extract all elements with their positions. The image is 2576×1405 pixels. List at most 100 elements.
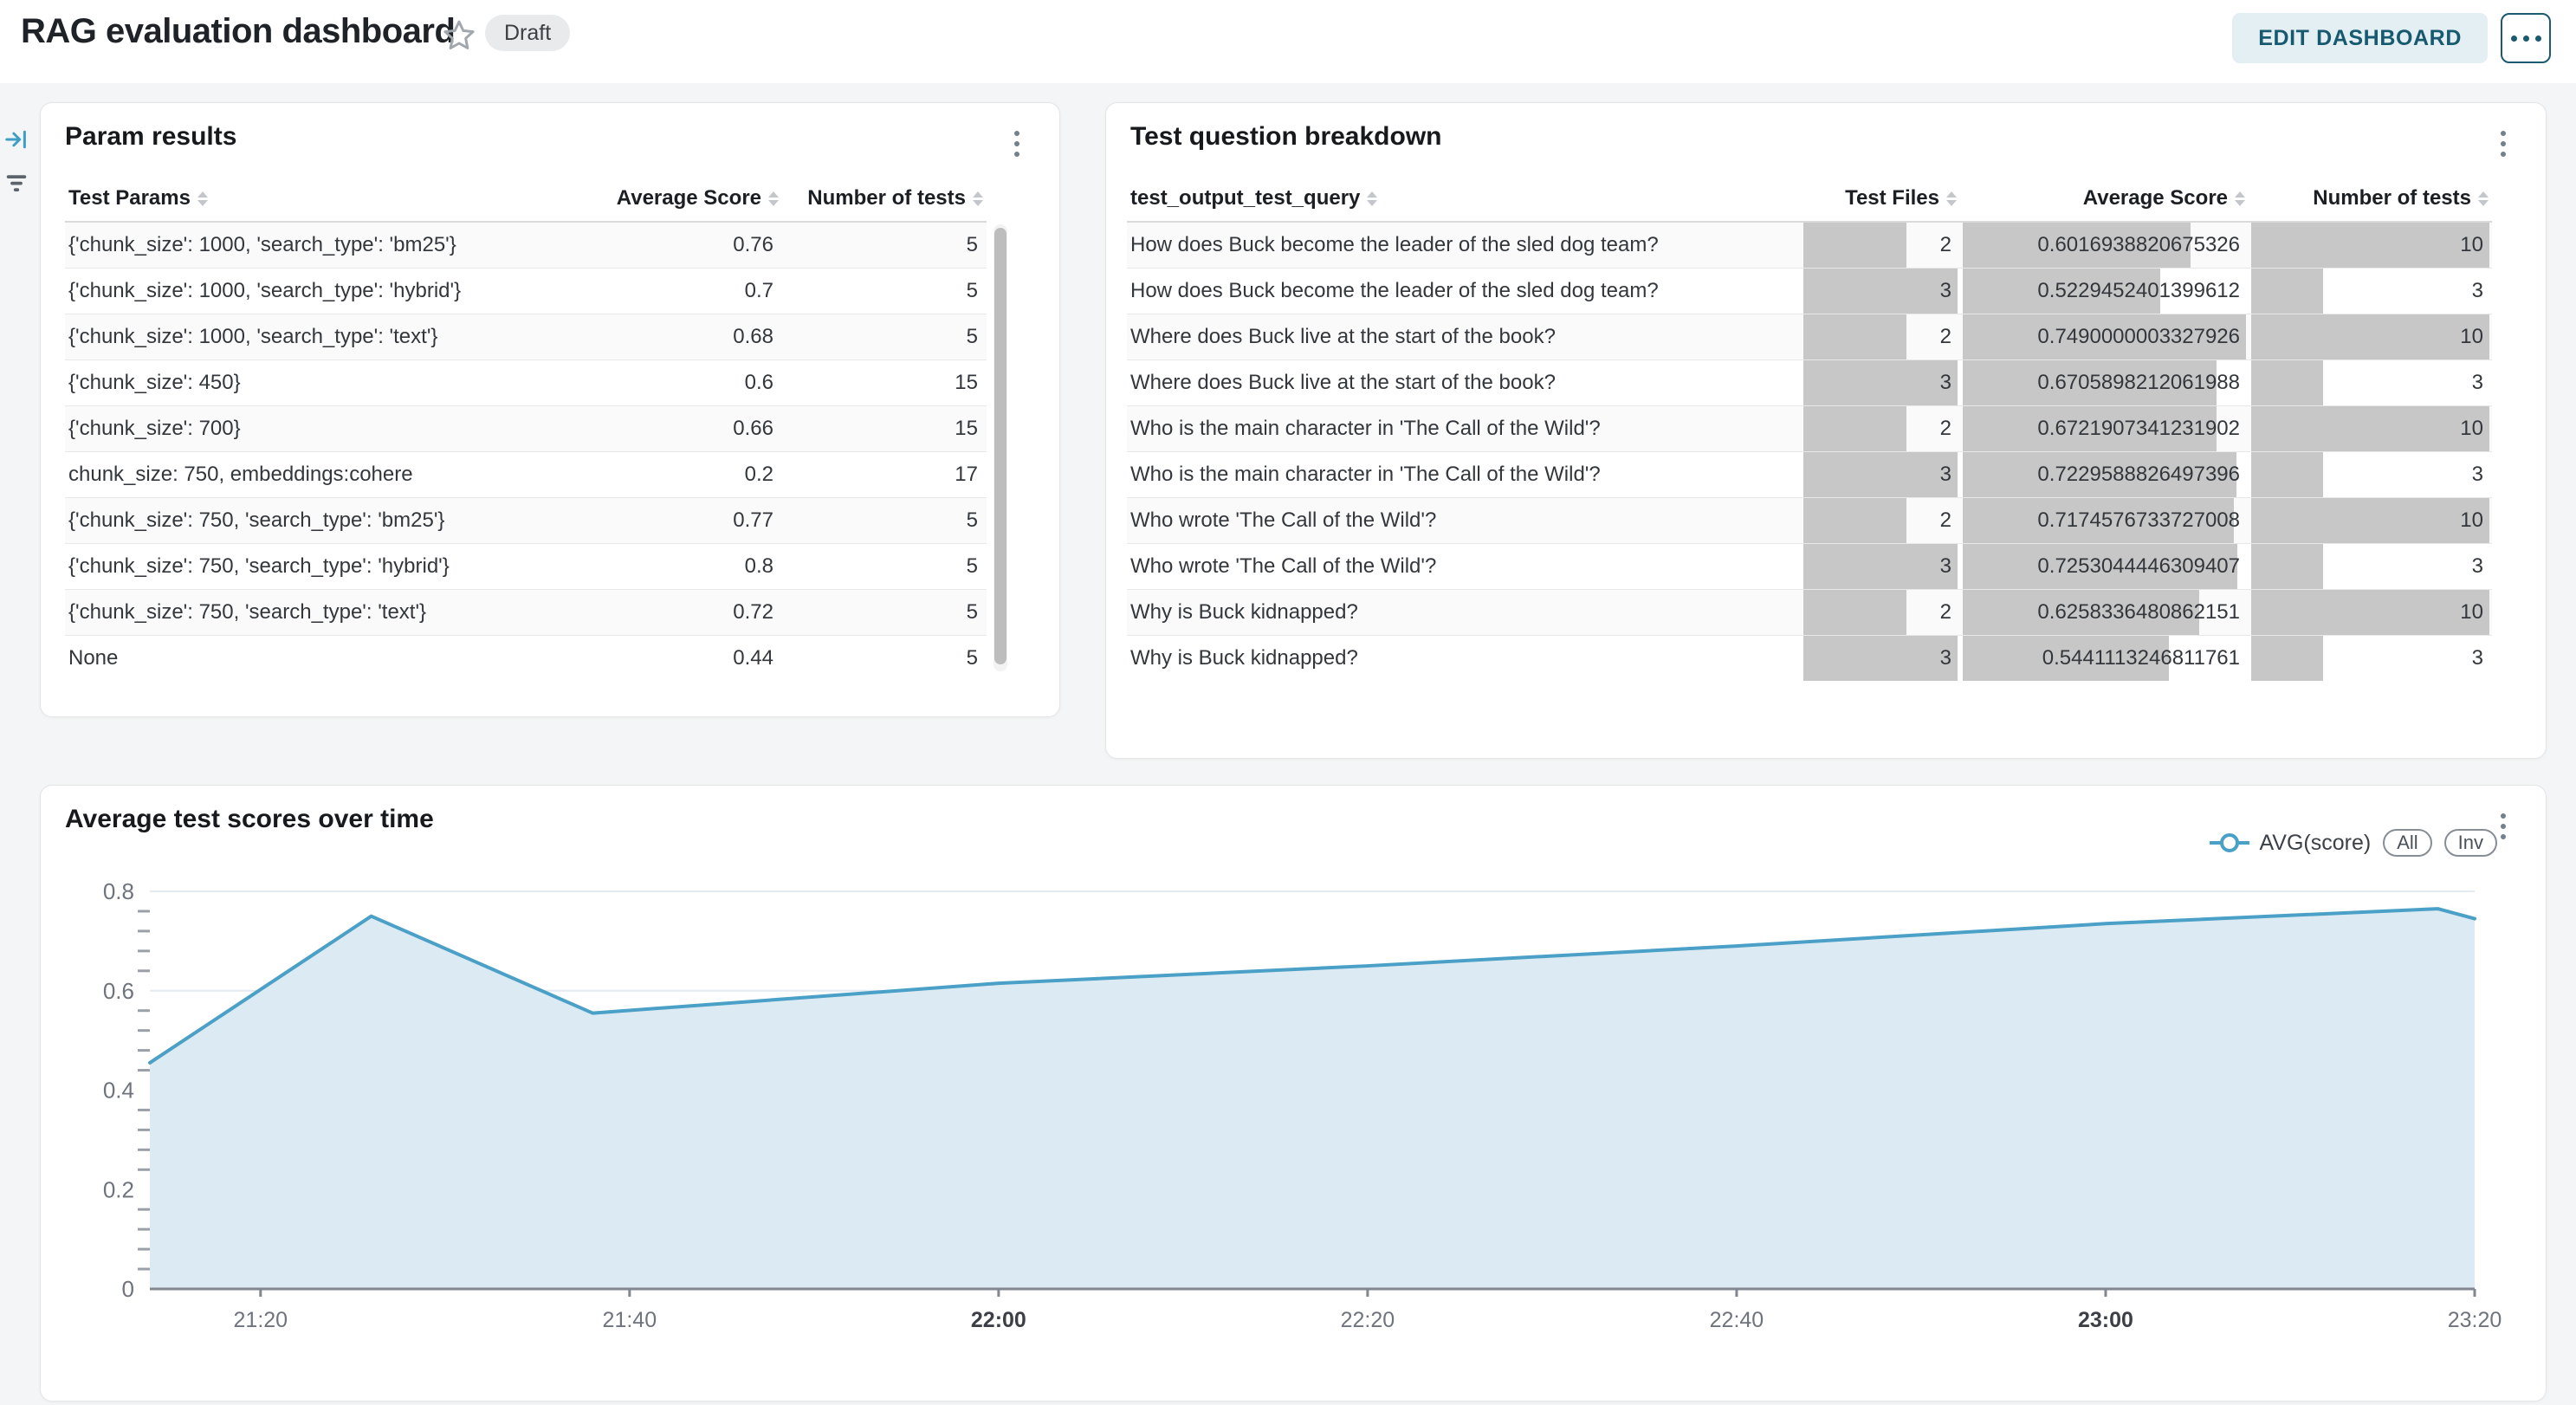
sort-icon xyxy=(768,191,779,206)
table-row: None 0.44 5 xyxy=(65,635,987,682)
collapse-panel-icon[interactable] xyxy=(3,126,29,155)
table-row: {'chunk_size': 450} 0.6 15 xyxy=(65,359,987,406)
param-cell: None xyxy=(68,646,119,670)
column-header-average-score[interactable]: Average Score xyxy=(522,176,782,222)
data-bar xyxy=(2251,636,2323,681)
column-header-average-score[interactable]: Average Score xyxy=(1960,176,2249,222)
card-menu-kebab-icon[interactable] xyxy=(1000,124,1033,164)
svg-text:0.8: 0.8 xyxy=(103,878,134,904)
svg-text:0.4: 0.4 xyxy=(103,1078,134,1104)
filter-list-icon[interactable] xyxy=(3,170,29,198)
avg-score-cell: 0.66 xyxy=(733,417,773,440)
data-bar xyxy=(1963,452,2236,497)
table-row: Why is Buck kidnapped? 3 0.544111324681176… xyxy=(1127,635,2492,681)
sort-icon xyxy=(1946,191,1957,206)
column-header-test-files[interactable]: Test Files xyxy=(1801,176,1960,222)
sort-icon xyxy=(1367,191,1378,206)
data-bar xyxy=(1963,498,2235,543)
svg-text:21:20: 21:20 xyxy=(234,1308,288,1332)
avg-score-cell: 0.7490000003327926 xyxy=(1960,314,2249,360)
param-results-table: Test Params Average Score Number of test… xyxy=(65,176,987,681)
query-cell: Why is Buck kidnapped? xyxy=(1130,646,1358,670)
column-header-test-output-test-query[interactable]: test_output_test_query xyxy=(1127,176,1801,222)
data-bar xyxy=(1803,544,1958,589)
avg-score-cell: 0.6016938820675326 xyxy=(1960,222,2249,269)
table-scrollbar-thumb[interactable] xyxy=(994,228,1006,664)
favorite-star-icon[interactable] xyxy=(440,17,478,55)
legend-inv-button[interactable]: Inv xyxy=(2443,829,2497,857)
column-header-number-of-tests[interactable]: Number of tests xyxy=(782,176,987,222)
test-files-cell: 3 xyxy=(1801,360,1960,406)
avg-score-cell: 0.7174576733727008 xyxy=(1960,498,2249,544)
num-tests-cell: 5 xyxy=(966,646,978,670)
query-cell: Who is the main character in 'The Call o… xyxy=(1130,463,1601,486)
card-title: Param results xyxy=(65,122,237,151)
avg-score-cell: 0.68 xyxy=(733,325,773,348)
card-title: Average test scores over time xyxy=(65,805,434,833)
column-header-number-of-tests[interactable]: Number of tests xyxy=(2249,176,2492,222)
param-cell: {'chunk_size': 450} xyxy=(68,371,241,394)
num-tests-cell: 15 xyxy=(955,371,978,394)
data-bar xyxy=(2251,498,2489,543)
legend-item-avg-score[interactable]: AVG(score) xyxy=(2209,831,2371,856)
card-title: Test question breakdown xyxy=(1130,122,1442,151)
data-bar xyxy=(2251,406,2489,451)
num-tests-cell: 5 xyxy=(966,554,978,578)
legend-series-label: AVG(score) xyxy=(2259,830,2372,855)
table-row: {'chunk_size': 1000, 'search_type': 'tex… xyxy=(65,314,987,360)
data-bar xyxy=(1963,223,2191,268)
table-row: {'chunk_size': 700} 0.66 15 xyxy=(65,405,987,452)
svg-text:21:40: 21:40 xyxy=(603,1308,657,1332)
avg-score-cell: 0.76 xyxy=(733,233,773,256)
legend-all-button[interactable]: All xyxy=(2383,829,2432,857)
data-bar xyxy=(1963,406,2217,451)
data-bar xyxy=(2251,360,2323,405)
table-header-row: Test Params Average Score Number of test… xyxy=(65,176,987,222)
num-tests-cell: 17 xyxy=(955,463,978,486)
query-cell: How does Buck become the leader of the s… xyxy=(1130,233,1659,256)
table-scrollbar-track[interactable] xyxy=(994,224,1007,671)
query-cell: Where does Buck live at the start of the… xyxy=(1130,325,1556,348)
sort-icon xyxy=(2478,191,2489,206)
avg-score-cell: 0.7229588826497396 xyxy=(1960,452,2249,498)
edit-dashboard-button[interactable]: EDIT DASHBOARD xyxy=(2232,13,2488,63)
param-cell: {'chunk_size': 750, 'search_type': 'bm25… xyxy=(68,508,445,532)
num-tests-cell: 3 xyxy=(2249,544,2492,590)
table-row: Who is the main character in 'The Call o… xyxy=(1127,451,2492,498)
question-breakdown-table: test_output_test_query Test Files Averag… xyxy=(1127,176,2492,681)
avg-score-cell: 0.8 xyxy=(744,554,773,578)
sort-icon xyxy=(197,191,208,206)
param-cell: {'chunk_size': 1000, 'search_type': 'bm2… xyxy=(68,233,456,256)
card-menu-kebab-icon[interactable] xyxy=(2487,806,2520,846)
table-row: Who wrote 'The Call of the Wild'? 2 0.7174… xyxy=(1127,497,2492,544)
num-tests-cell: 3 xyxy=(2249,636,2492,681)
more-options-button[interactable] xyxy=(2501,13,2551,63)
param-cell: {'chunk_size': 700} xyxy=(68,417,241,440)
data-bar xyxy=(1803,269,1958,314)
test-files-cell: 3 xyxy=(1801,452,1960,498)
num-tests-cell: 10 xyxy=(2249,406,2492,452)
avg-score-cell: 0.7253044446309407 xyxy=(1960,544,2249,590)
param-cell: chunk_size: 750, embeddings:cohere xyxy=(68,463,413,486)
table-row: {'chunk_size': 750, 'search_type': 'bm25… xyxy=(65,497,987,544)
data-bar xyxy=(1963,544,2237,589)
status-badge: Draft xyxy=(485,15,571,51)
data-bar xyxy=(1963,360,2217,405)
card-menu-kebab-icon[interactable] xyxy=(2487,124,2520,164)
svg-text:22:20: 22:20 xyxy=(1341,1308,1395,1332)
avg-score-cell: 0.2 xyxy=(744,463,773,486)
param-cell: {'chunk_size': 750, 'search_type': 'text… xyxy=(68,600,427,624)
table-row: {'chunk_size': 750, 'search_type': 'hybr… xyxy=(65,543,987,590)
query-cell: Who is the main character in 'The Call o… xyxy=(1130,417,1601,440)
sort-icon xyxy=(2235,191,2245,206)
avg-score-cell: 0.7 xyxy=(744,279,773,302)
test-files-cell: 2 xyxy=(1801,314,1960,360)
query-cell: Who wrote 'The Call of the Wild'? xyxy=(1130,554,1437,578)
query-cell: Who wrote 'The Call of the Wild'? xyxy=(1130,508,1437,532)
svg-text:23:20: 23:20 xyxy=(2448,1308,2502,1332)
num-tests-cell: 15 xyxy=(955,417,978,440)
table-row: chunk_size: 750, embeddings:cohere 0.2 17 xyxy=(65,451,987,498)
num-tests-cell: 3 xyxy=(2249,360,2492,406)
data-bar xyxy=(1963,314,2246,359)
column-header-test-params[interactable]: Test Params xyxy=(65,176,522,222)
